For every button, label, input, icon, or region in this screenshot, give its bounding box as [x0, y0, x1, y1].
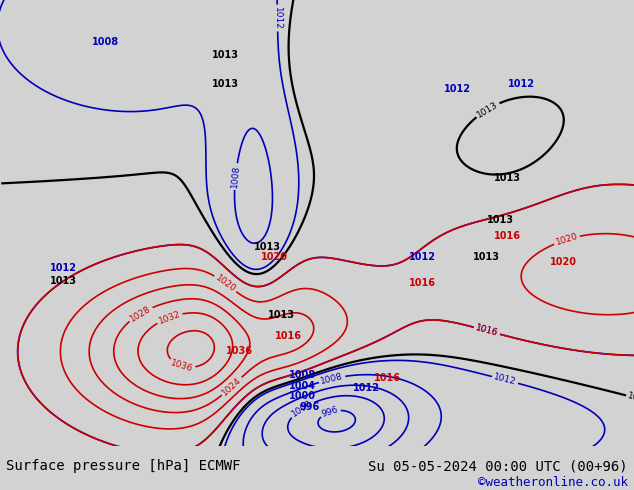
Text: 1012: 1012: [353, 383, 380, 393]
Text: 1013: 1013: [212, 50, 239, 60]
Text: ©weatheronline.co.uk: ©weatheronline.co.uk: [477, 476, 628, 489]
Text: 1013: 1013: [487, 215, 514, 225]
Text: 1024: 1024: [221, 375, 243, 397]
Text: 1016: 1016: [475, 323, 499, 338]
Text: 1020: 1020: [261, 252, 288, 262]
Text: Surface pressure [hPa] ECMWF: Surface pressure [hPa] ECMWF: [6, 459, 241, 473]
Text: 1008: 1008: [320, 372, 344, 386]
Text: 1013: 1013: [627, 392, 634, 406]
Text: 1032: 1032: [157, 309, 182, 326]
Text: 1012: 1012: [444, 84, 472, 94]
Text: 1016: 1016: [494, 231, 521, 241]
Text: 1013: 1013: [50, 276, 77, 286]
Text: 1000: 1000: [290, 399, 314, 419]
Text: 1012: 1012: [409, 252, 436, 262]
Text: 996: 996: [300, 402, 320, 412]
Text: 1016: 1016: [374, 373, 401, 383]
Text: 1028: 1028: [128, 304, 153, 323]
Text: 1012: 1012: [493, 373, 517, 387]
Text: 1016: 1016: [275, 331, 302, 341]
Text: 1016: 1016: [475, 323, 499, 338]
Text: Su 05-05-2024 00:00 UTC (00+96): Su 05-05-2024 00:00 UTC (00+96): [368, 459, 628, 473]
Text: 1013: 1013: [268, 310, 295, 320]
Text: 1013: 1013: [212, 79, 239, 89]
Text: 1036: 1036: [226, 346, 253, 356]
Text: 1020: 1020: [550, 257, 577, 267]
Text: 996: 996: [321, 405, 340, 419]
Text: 1013: 1013: [476, 99, 500, 119]
Text: 1016: 1016: [409, 278, 436, 288]
Text: 1004: 1004: [289, 381, 316, 391]
Text: 1013: 1013: [254, 242, 281, 251]
Text: 1004: 1004: [288, 452, 313, 465]
Text: 1008: 1008: [289, 370, 316, 380]
Text: 1008: 1008: [230, 165, 241, 189]
Text: 1020: 1020: [555, 232, 579, 247]
Text: 1020: 1020: [214, 273, 237, 294]
Text: 1012: 1012: [508, 79, 535, 89]
Text: 1012: 1012: [50, 263, 77, 272]
Text: 1013: 1013: [472, 252, 500, 262]
Text: 1008: 1008: [92, 37, 119, 47]
Text: 1013: 1013: [494, 173, 521, 183]
Text: 1000: 1000: [289, 391, 316, 401]
Text: 1012: 1012: [273, 6, 282, 29]
Text: 1036: 1036: [170, 358, 194, 374]
